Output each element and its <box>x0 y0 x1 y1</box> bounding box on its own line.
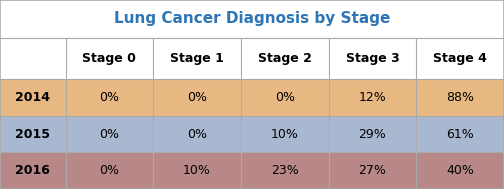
Text: 88%: 88% <box>446 91 474 104</box>
Text: Lung Cancer Diagnosis by Stage: Lung Cancer Diagnosis by Stage <box>114 11 390 26</box>
Text: 0%: 0% <box>275 91 295 104</box>
Text: 0%: 0% <box>99 128 119 141</box>
FancyBboxPatch shape <box>0 0 504 38</box>
Text: 0%: 0% <box>99 164 119 177</box>
FancyBboxPatch shape <box>0 38 504 79</box>
Text: 12%: 12% <box>358 91 387 104</box>
Text: 27%: 27% <box>358 164 387 177</box>
Text: 0%: 0% <box>99 91 119 104</box>
Text: 0%: 0% <box>187 128 207 141</box>
Text: 2016: 2016 <box>15 164 50 177</box>
Text: 61%: 61% <box>446 128 474 141</box>
Text: Stage 2: Stage 2 <box>258 52 311 65</box>
Text: 10%: 10% <box>183 164 211 177</box>
Text: 40%: 40% <box>446 164 474 177</box>
Text: Stage 0: Stage 0 <box>83 52 136 65</box>
Text: 29%: 29% <box>358 128 387 141</box>
Text: 0%: 0% <box>187 91 207 104</box>
Text: 2015: 2015 <box>15 128 50 141</box>
FancyBboxPatch shape <box>0 116 504 153</box>
FancyBboxPatch shape <box>0 153 504 189</box>
Text: Stage 3: Stage 3 <box>346 52 399 65</box>
Text: 2014: 2014 <box>15 91 50 104</box>
Text: 23%: 23% <box>271 164 299 177</box>
Text: Stage 4: Stage 4 <box>433 52 487 65</box>
FancyBboxPatch shape <box>0 79 504 116</box>
Text: 10%: 10% <box>271 128 299 141</box>
Text: Stage 1: Stage 1 <box>170 52 224 65</box>
